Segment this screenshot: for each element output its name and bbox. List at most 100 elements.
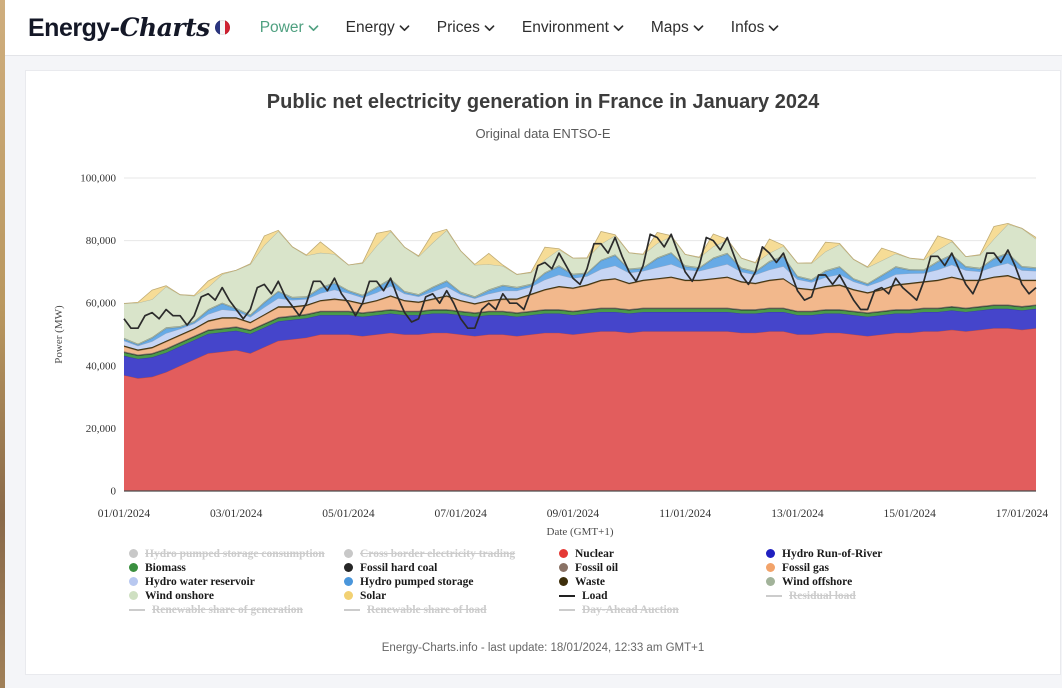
legend-marker-line	[766, 594, 782, 597]
chart-legend: Hydro pumped storage consumption Cross bo…	[129, 548, 966, 616]
chart-plot-area[interactable]: 0 20,000 40,000 60,000 80,000 100,000 01/01/20…	[26, 71, 1060, 543]
legend-item-load[interactable]: Load	[559, 590, 766, 602]
area-edge-solar	[123, 222, 1037, 304]
legend-item-residual-load[interactable]: Residual load	[766, 590, 966, 602]
legend-item-hydro-water-reservoir[interactable]: Hydro water reservoir	[129, 576, 344, 588]
y-tick-label: 40,000	[86, 360, 117, 372]
area-hydro-run-of-river	[124, 308, 1036, 379]
y-tick-label: 80,000	[86, 235, 117, 247]
legend-item-label: Wind offshore	[782, 575, 853, 588]
chart-card: Public net electricity generation in Fra…	[25, 70, 1061, 675]
chevron-down-icon	[613, 25, 624, 32]
nav-item-environment[interactable]: Environment	[522, 19, 624, 37]
area-biomass	[124, 305, 1036, 359]
legend-marker-circle	[559, 563, 568, 573]
nav-item-infos[interactable]: Infos	[731, 19, 780, 37]
x-tick-label: 05/01/2024	[322, 508, 375, 520]
chevron-down-icon	[768, 25, 779, 32]
x-tick-label: 07/01/2024	[435, 508, 488, 520]
main-nav: Power Energy Prices Environment Maps Infos	[260, 19, 780, 37]
legend-item-label: Fossil hard coal	[360, 561, 438, 574]
legend-marker-circle	[559, 549, 568, 559]
nav-item-label: Power	[259, 18, 304, 36]
legend-item-label: Hydro Run-of-River	[782, 547, 883, 560]
legend-item-label: Hydro pumped storage consumption	[145, 547, 325, 560]
logo[interactable]: Energy -Charts	[28, 13, 230, 43]
legend-item-label: Day-Ahead Auction	[582, 603, 679, 616]
nav-item-energy[interactable]: Energy	[346, 19, 410, 37]
legend-item-label: Renewable share of load	[367, 603, 487, 616]
legend-item-fossil-gas[interactable]: Fossil gas	[766, 562, 966, 574]
legend-item-waste[interactable]: Waste	[559, 576, 766, 588]
legend-item-cross-border-electricity-trading[interactable]: Cross border electricity trading	[344, 548, 559, 560]
legend-item-hydro-pumped-storage-consumption[interactable]: Hydro pumped storage consumption	[129, 548, 344, 560]
chevron-down-icon	[693, 25, 704, 32]
legend-item-wind-offshore[interactable]: Wind offshore	[766, 576, 966, 588]
x-tick-label: 09/01/2024	[547, 508, 600, 520]
legend-marker-circle	[559, 577, 568, 587]
x-tick-label: 11/01/2024	[659, 508, 711, 520]
window-edge-strip	[0, 0, 5, 688]
legend-item-hydro-pumped-storage[interactable]: Hydro pumped storage	[344, 576, 559, 588]
legend-item-nuclear[interactable]: Nuclear	[559, 548, 766, 560]
legend-item-label: Waste	[575, 575, 606, 588]
area-fossil-gas	[124, 276, 1036, 355]
y-tick-label: 60,000	[86, 298, 117, 310]
area-hydro-water-reservoir	[124, 263, 1036, 350]
legend-item-solar[interactable]: Solar	[344, 590, 559, 602]
french-flag-icon	[214, 20, 230, 35]
legend-item-biomass[interactable]: Biomass	[129, 562, 344, 574]
legend-item-label: Biomass	[145, 561, 186, 574]
x-tick-label: 15/01/2024	[884, 508, 937, 520]
legend-marker-line	[344, 608, 360, 611]
legend-marker-circle	[766, 549, 775, 559]
area-edge-nuclear	[123, 327, 1037, 379]
legend-item-renewable-share-of-load[interactable]: Renewable share of load	[344, 604, 559, 616]
nav-item-power[interactable]: Power	[260, 19, 319, 37]
legend-item-renewable-share-of-generation[interactable]: Renewable share of generation	[129, 604, 344, 616]
legend-item-label: Hydro pumped storage	[360, 575, 474, 588]
legend-item-label: Hydro water reservoir	[145, 575, 255, 588]
legend-item-fossil-oil[interactable]: Fossil oil	[559, 562, 766, 574]
chart-svg[interactable]: 0 20,000 40,000 60,000 80,000 100,000 01/01/20…	[26, 71, 1060, 543]
legend-item-label: Fossil oil	[575, 561, 619, 574]
area-edge-fossil-hard-coal	[123, 304, 1037, 356]
legend-item-label: Renewable share of generation	[152, 603, 303, 616]
y-axis-title: Power (MW)	[53, 305, 65, 364]
legend-item-label: Cross border electricity trading	[360, 547, 516, 560]
chart-subtitle: Original data ENTSO-E	[475, 126, 611, 141]
credits-text: Energy-Charts.info - last update: 18/01/…	[381, 642, 705, 654]
area-wind-onshore	[124, 224, 1036, 344]
legend-marker-circle	[344, 549, 353, 559]
legend-marker-circle	[129, 591, 138, 601]
legend-item-label: Nuclear	[575, 547, 614, 560]
nav-item-prices[interactable]: Prices	[437, 19, 495, 37]
legend-marker-line	[559, 608, 575, 611]
chevron-down-icon	[308, 25, 319, 32]
logo-text-italic: -Charts	[109, 12, 210, 42]
nav-item-label: Environment	[521, 18, 609, 36]
legend-item-hydro-run-of-river[interactable]: Hydro Run-of-River	[766, 548, 966, 560]
load-line	[123, 233, 1037, 330]
nav-item-maps[interactable]: Maps	[651, 19, 704, 37]
legend-item-day-ahead-auction[interactable]: Day-Ahead Auction	[559, 604, 766, 616]
logo-text-bold: Energy	[28, 13, 110, 42]
legend-marker-circle	[129, 563, 138, 573]
legend-marker-circle	[766, 577, 775, 587]
legend-marker-circle	[129, 549, 138, 559]
chevron-down-icon	[484, 25, 495, 32]
legend-item-wind-onshore[interactable]: Wind onshore	[129, 590, 344, 602]
x-tick-label: 17/01/2024	[996, 508, 1049, 520]
legend-marker-circle	[344, 591, 353, 601]
legend-marker-line	[559, 594, 575, 597]
legend-item-fossil-hard-coal[interactable]: Fossil hard coal	[344, 562, 559, 574]
y-tick-label: 20,000	[86, 423, 117, 435]
content-area: Public net electricity generation in Fra…	[0, 56, 1062, 688]
x-axis-title: Date (GMT+1)	[547, 526, 614, 538]
legend-item-label: Solar	[360, 589, 387, 602]
legend-marker-circle	[344, 577, 353, 587]
legend-item-label: Wind onshore	[145, 589, 214, 602]
nav-item-label: Prices	[436, 18, 480, 36]
nav-item-label: Energy	[345, 18, 395, 36]
x-tick-label: 01/01/2024	[98, 508, 151, 520]
